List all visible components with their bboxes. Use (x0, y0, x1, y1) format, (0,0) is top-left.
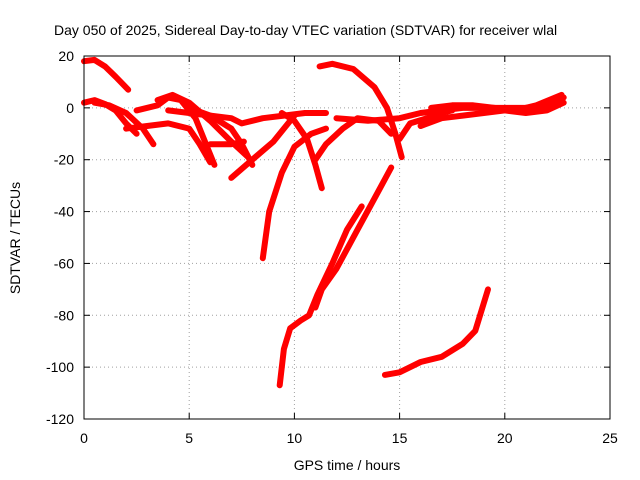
series-arc-15 (312, 115, 395, 163)
plot-frame (83, 55, 611, 420)
series-arc-10 (228, 112, 298, 181)
y-tick-label: -80 (54, 307, 74, 323)
x-tick-label: 15 (392, 430, 408, 446)
y-tick-label: -120 (46, 411, 74, 427)
series-arc-16 (316, 60, 405, 161)
series-arc-8 (207, 138, 247, 148)
y-tick-label: -20 (54, 152, 74, 168)
y-tick-label: -40 (54, 204, 74, 220)
series-arc-11 (259, 125, 329, 262)
x-tick-label: 5 (185, 430, 193, 446)
x-tick-label: 10 (287, 430, 303, 446)
x-axis-label: GPS time / hours (294, 457, 401, 473)
chart-title: Day 050 of 2025, Sidereal Day-to-day VTE… (54, 22, 557, 38)
y-axis-label: SDTVAR / TECUs (7, 182, 23, 294)
x-tick-label: 20 (497, 430, 513, 446)
series-arc-1 (81, 56, 132, 93)
series-arc-19 (417, 99, 567, 129)
series-arc-21 (381, 286, 491, 378)
series-arc-20 (428, 91, 565, 114)
series-arc-13 (278, 110, 325, 192)
series-arc-12 (276, 203, 365, 389)
y-tick-label: -100 (46, 359, 74, 375)
series-arc-14 (312, 164, 395, 311)
y-tick-label: 20 (58, 48, 74, 64)
x-tick-label: 0 (80, 430, 88, 446)
x-tick-label: 25 (602, 430, 618, 446)
data-series (81, 56, 567, 389)
series-arc-18 (396, 107, 456, 142)
y-tick-label: -60 (54, 255, 74, 271)
series-arc-9 (165, 107, 329, 127)
axis-ticks: 0 5 10 15 20 25 20 0 -20 -40 -60 -80 -100 -120 (46, 48, 618, 446)
series-arc-4 (123, 120, 214, 166)
y-tick-label: 0 (66, 100, 74, 116)
series-arc-3 (91, 99, 157, 148)
